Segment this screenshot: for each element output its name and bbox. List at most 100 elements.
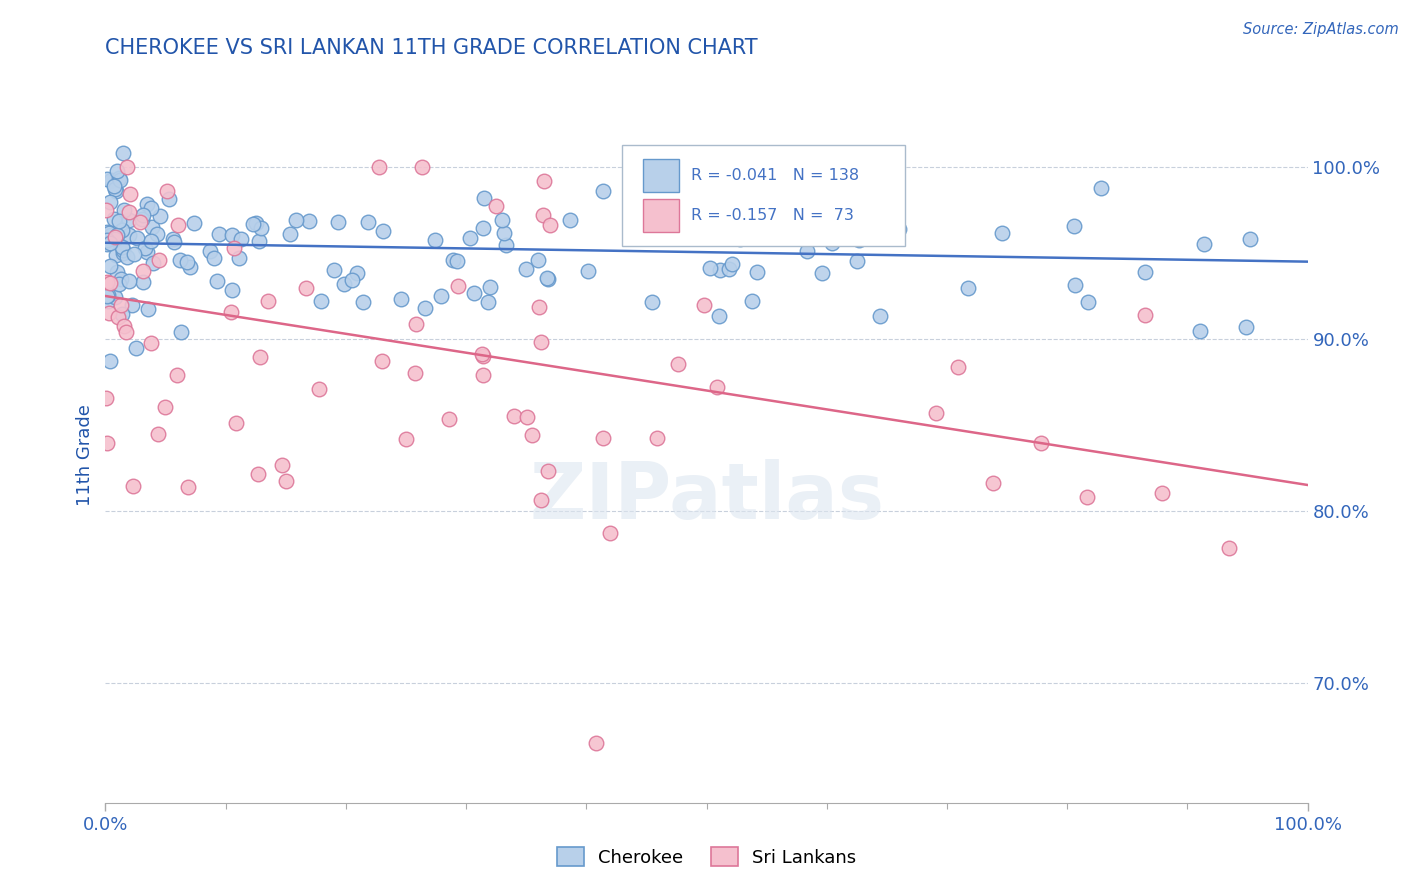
Point <box>125 341 148 355</box>
Point <box>222 241 245 255</box>
Point <box>94 203 117 218</box>
Point <box>105 184 128 198</box>
Point <box>221 227 243 242</box>
Point <box>132 275 155 289</box>
Point <box>887 222 910 236</box>
Point <box>103 211 125 226</box>
Point <box>709 309 731 323</box>
Point <box>135 196 157 211</box>
Point <box>821 236 844 251</box>
Point <box>309 294 332 309</box>
Point <box>249 351 271 365</box>
Point <box>141 219 163 234</box>
Point <box>536 271 558 285</box>
Point <box>666 357 689 371</box>
Point <box>157 192 180 206</box>
Point <box>599 525 621 540</box>
Point <box>118 212 141 227</box>
Point <box>115 250 138 264</box>
Point <box>98 305 121 319</box>
Point <box>1077 295 1099 310</box>
Point <box>446 254 468 268</box>
Point <box>167 218 190 232</box>
Text: R = -0.041   N = 138: R = -0.041 N = 138 <box>690 168 859 183</box>
Point <box>796 244 818 259</box>
Point <box>346 266 368 280</box>
Point <box>115 160 138 174</box>
Point <box>527 300 550 314</box>
Point <box>1133 265 1156 279</box>
Point <box>495 238 517 252</box>
Point <box>645 431 668 445</box>
Point <box>810 266 832 280</box>
Point <box>322 263 344 277</box>
Point <box>1150 486 1173 500</box>
Point <box>592 431 614 445</box>
Point <box>458 231 481 245</box>
Point <box>471 221 494 235</box>
Legend: Cherokee, Sri Lankans: Cherokee, Sri Lankans <box>550 840 863 874</box>
Point <box>411 160 433 174</box>
Point <box>479 280 502 294</box>
Point <box>274 474 297 488</box>
Point <box>492 226 515 240</box>
Point <box>131 208 153 222</box>
Point <box>537 272 560 286</box>
Point <box>125 230 148 244</box>
Point <box>439 412 461 426</box>
Point <box>728 232 751 246</box>
Point <box>370 354 392 368</box>
Point <box>114 325 136 339</box>
Point <box>100 228 122 243</box>
Point <box>706 380 728 394</box>
Point <box>425 233 447 247</box>
Point <box>533 173 555 187</box>
Point <box>247 234 270 248</box>
Point <box>96 172 118 186</box>
Point <box>472 191 495 205</box>
Point <box>530 334 553 349</box>
Point <box>471 368 494 382</box>
Point <box>111 223 134 237</box>
Point <box>981 475 1004 490</box>
Point <box>1063 219 1085 233</box>
Point <box>531 208 554 222</box>
Point <box>485 199 508 213</box>
Point <box>104 248 127 262</box>
Text: R = -0.157   N =  73: R = -0.157 N = 73 <box>690 208 853 223</box>
Point <box>97 226 120 240</box>
Point <box>405 318 427 332</box>
Point <box>925 406 948 420</box>
Point <box>576 264 599 278</box>
Point <box>111 146 134 161</box>
Point <box>112 203 135 218</box>
Point <box>357 215 380 229</box>
Point <box>526 252 548 267</box>
Point <box>1239 232 1261 246</box>
Point <box>98 195 121 210</box>
Point <box>141 201 163 215</box>
Point <box>430 289 453 303</box>
Point <box>229 232 252 246</box>
Point <box>104 290 127 304</box>
Point <box>537 465 560 479</box>
Point <box>502 409 524 423</box>
Y-axis label: 11th Grade: 11th Grade <box>76 404 94 506</box>
Point <box>146 227 169 241</box>
Point <box>131 212 153 227</box>
Point <box>333 277 356 292</box>
Point <box>118 274 141 288</box>
Point <box>477 294 499 309</box>
Point <box>308 382 330 396</box>
Point <box>1133 308 1156 322</box>
Point <box>118 227 141 242</box>
Point <box>103 232 125 246</box>
Point <box>1188 324 1211 338</box>
Point <box>585 735 607 749</box>
Text: Source: ZipAtlas.com: Source: ZipAtlas.com <box>1243 22 1399 37</box>
Point <box>105 265 128 279</box>
Point <box>395 432 418 446</box>
Point <box>153 400 176 414</box>
Point <box>118 205 141 219</box>
Point <box>471 350 494 364</box>
